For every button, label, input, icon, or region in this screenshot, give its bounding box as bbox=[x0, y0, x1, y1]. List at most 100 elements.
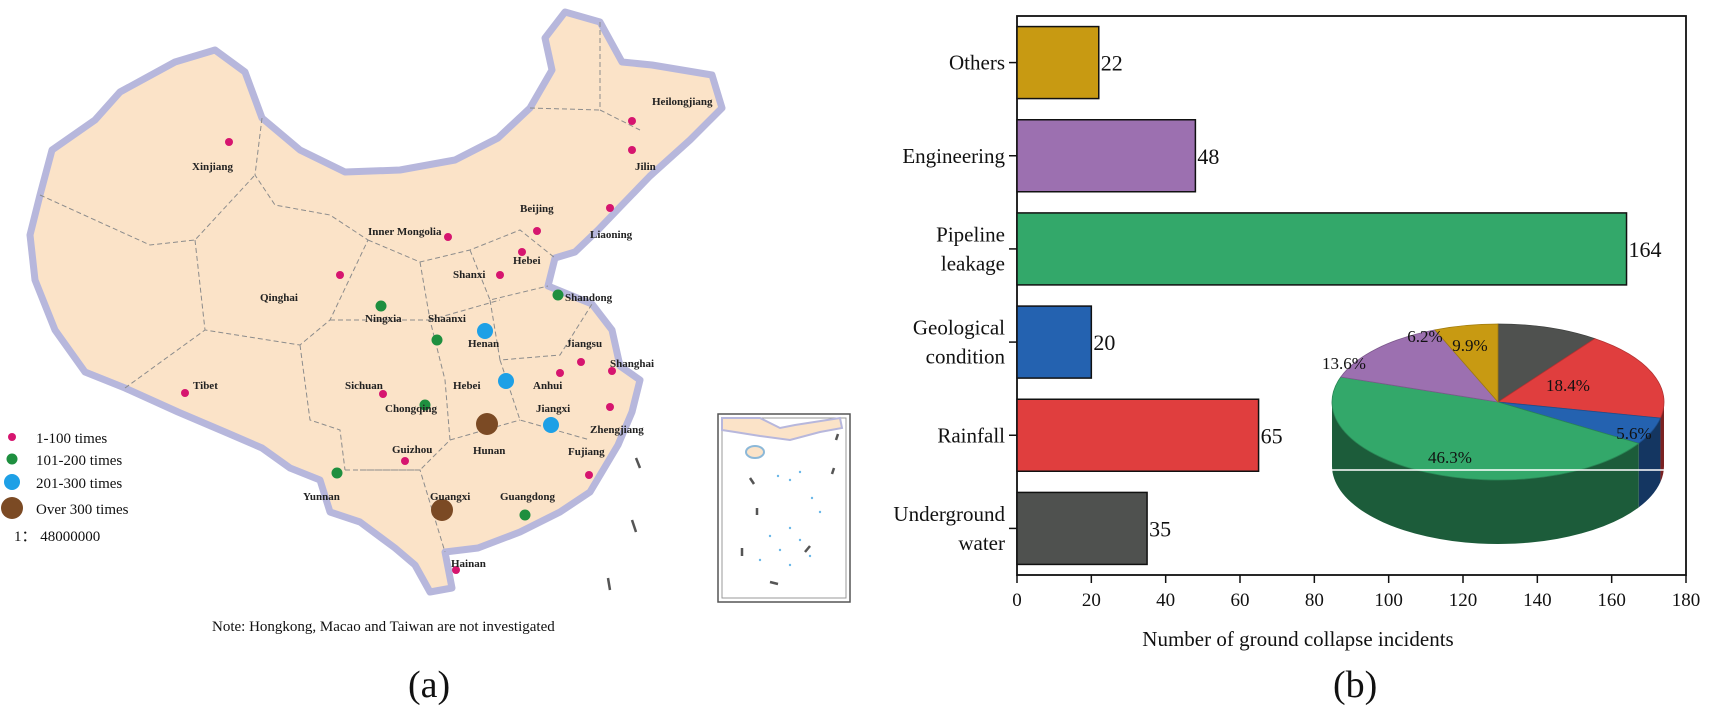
pie-slice-rainfall bbox=[1496, 338, 1665, 419]
marker-anhui-18 bbox=[556, 369, 564, 377]
pie-label-rainfall: 18.4% bbox=[1546, 376, 1590, 395]
value-label-others: 22 bbox=[1101, 51, 1123, 76]
province-label-ningxia-10: Ningxia bbox=[365, 313, 402, 325]
marker-shanghai-14 bbox=[608, 367, 616, 375]
pie-slice-underground-water bbox=[1497, 323, 1596, 403]
panel-label-a: (a) bbox=[408, 664, 450, 706]
province-label-hainan-28: Hainan bbox=[451, 558, 486, 570]
marker-shanxi-7 bbox=[496, 271, 504, 279]
province-label-sichuan-16: Sichuan bbox=[345, 380, 383, 392]
province-label-guizhou-23: Guizhou bbox=[392, 444, 432, 456]
province-label-shandong-9: Shandong bbox=[565, 292, 613, 304]
marker-yunnan-25 bbox=[331, 467, 343, 479]
pie-slice-engineering bbox=[1340, 329, 1500, 403]
bar-rainfall bbox=[1016, 398, 1260, 472]
province-label-fujiang-24: Fujiang bbox=[568, 446, 605, 458]
province-label-hunan-22: Hunan bbox=[473, 445, 505, 457]
category-label-underground-water: Underground water bbox=[893, 502, 1005, 555]
bar-chart-panel: Others Engineering Pipeline leakage Geologic… bbox=[893, 15, 1701, 706]
value-label-pipeline-leakage: 164 bbox=[1629, 237, 1662, 262]
province-label-yunnan-25: Yunnan bbox=[303, 491, 340, 503]
x-tick-label-0: 0 bbox=[1012, 590, 1022, 611]
province-label-inner-mongolia-5: Inner Mongolia bbox=[368, 226, 442, 238]
pie-label-underground-water: 9.9% bbox=[1452, 336, 1487, 355]
pie-label-pipeline-leakage: 46.3% bbox=[1428, 448, 1472, 467]
bar-underground-water bbox=[1016, 491, 1148, 566]
legend-label-101-200: 101-200 times bbox=[36, 453, 122, 469]
pie-chart: 9.9% 18.4% 5.6% 46.3% 13.6% 6.2% bbox=[1322, 323, 1674, 544]
province-label-liaoning-3: Liaoning bbox=[590, 229, 633, 241]
pie-side-pipeline-leakage bbox=[1332, 402, 1639, 544]
x-axis-title: Number of ground collapse incidents bbox=[1142, 627, 1453, 651]
legend-label-201-300: 201-300 times bbox=[36, 476, 122, 492]
pie-slice-others bbox=[1434, 323, 1499, 404]
x-tick-label-80: 80 bbox=[1305, 590, 1324, 611]
province-label-zhengjiang-21: Zhengjiang bbox=[590, 424, 644, 436]
marker-jilin-1 bbox=[628, 146, 636, 154]
category-label-rainfall: Rainfall bbox=[937, 423, 1005, 447]
marker-hebei-17 bbox=[498, 373, 514, 389]
pie-label-geological-condition: 5.6% bbox=[1616, 424, 1651, 443]
province-label-guangdong-27: Guangdong bbox=[500, 491, 556, 503]
province-label-xinjiang-2: Xinjiang bbox=[192, 161, 233, 173]
marker-hainan-28 bbox=[452, 566, 460, 574]
marker-tibet-15 bbox=[181, 389, 189, 397]
map-legend: 1-100 times 101-200 times 201-300 times … bbox=[1, 431, 129, 545]
bar-others bbox=[1016, 25, 1100, 100]
legend-dot-1-100 bbox=[8, 433, 16, 441]
x-tick-label-140: 140 bbox=[1523, 590, 1552, 611]
map-panel: Heilongjiang Jilin Xinjiang Liaoning Beijing… bbox=[1, 8, 851, 706]
province-label-shanxi-7: Shanxi bbox=[453, 269, 485, 281]
legend-label-1-100: 1-100 times bbox=[36, 431, 107, 447]
marker-jiangsu-13 bbox=[577, 358, 585, 366]
pie-slice-pipeline-leakage bbox=[1331, 376, 1640, 481]
value-label-underground-water: 35 bbox=[1149, 516, 1171, 541]
pie-label-others: 6.2% bbox=[1407, 327, 1442, 346]
map-note: Note: Hongkong, Macao and Taiwan are not… bbox=[212, 619, 555, 635]
province-label-henan-12: Henan bbox=[468, 338, 499, 350]
marker-jiangxi-20 bbox=[543, 417, 559, 433]
taiwan-islands-decor bbox=[606, 457, 642, 591]
x-tick-label-120: 120 bbox=[1449, 590, 1478, 611]
pie-side-rainfall bbox=[1660, 402, 1664, 483]
pie-side-geological-condition bbox=[1638, 418, 1661, 508]
x-tick-label-160: 160 bbox=[1597, 590, 1626, 611]
marker-guizhou-23 bbox=[401, 457, 409, 465]
south-china-sea-inset bbox=[717, 413, 851, 603]
marker-shaanxi-11 bbox=[431, 334, 443, 346]
province-label-beijing-4: Beijing bbox=[520, 203, 554, 215]
marker-ningxia-10 bbox=[375, 300, 387, 312]
marker-guangxi-26 bbox=[431, 499, 453, 521]
category-labels: Others Engineering Pipeline leakage Geologic… bbox=[893, 51, 1017, 555]
marker-liaoning-3 bbox=[606, 204, 614, 212]
legend-dot-201-300 bbox=[4, 474, 20, 490]
china-map-outline bbox=[26, 8, 726, 596]
x-tick-label-100: 100 bbox=[1374, 590, 1403, 611]
province-label-tibet-15: Tibet bbox=[193, 380, 218, 392]
category-label-engineering: Engineering bbox=[902, 144, 1005, 168]
province-markers bbox=[181, 117, 636, 574]
province-label-qinghai-8: Qinghai bbox=[260, 292, 298, 304]
value-label-rainfall: 65 bbox=[1261, 423, 1283, 448]
marker-inner-mongolia-5 bbox=[444, 233, 452, 241]
legend-dot-101-200 bbox=[6, 453, 18, 465]
marker-qinghai-8 bbox=[336, 271, 344, 279]
legend-dot-over-300 bbox=[1, 497, 23, 519]
marker-henan-12 bbox=[477, 323, 493, 339]
pie-label-engineering: 13.6% bbox=[1322, 354, 1366, 373]
x-tick-label-60: 60 bbox=[1231, 590, 1250, 611]
province-labels: Heilongjiang Jilin Xinjiang Liaoning Beijing… bbox=[192, 96, 713, 570]
marker-sichuan-16 bbox=[379, 390, 387, 398]
province-label-shanghai-14: Shanghai bbox=[610, 358, 654, 370]
marker-guangdong-27 bbox=[519, 509, 531, 521]
value-label-engineering: 48 bbox=[1197, 144, 1219, 169]
marker-zhengjiang-21 bbox=[606, 403, 614, 411]
category-label-others: Others bbox=[949, 51, 1005, 75]
x-tick-label-180: 180 bbox=[1672, 590, 1701, 611]
bar-engineering bbox=[1016, 119, 1197, 193]
x-tick-label-20: 20 bbox=[1082, 590, 1101, 611]
province-label-hebei-6: Hebei bbox=[513, 255, 541, 267]
marker-heilongjiang-0 bbox=[628, 117, 636, 125]
category-label-pipeline-leakage: Pipeline leakage bbox=[936, 222, 1005, 275]
